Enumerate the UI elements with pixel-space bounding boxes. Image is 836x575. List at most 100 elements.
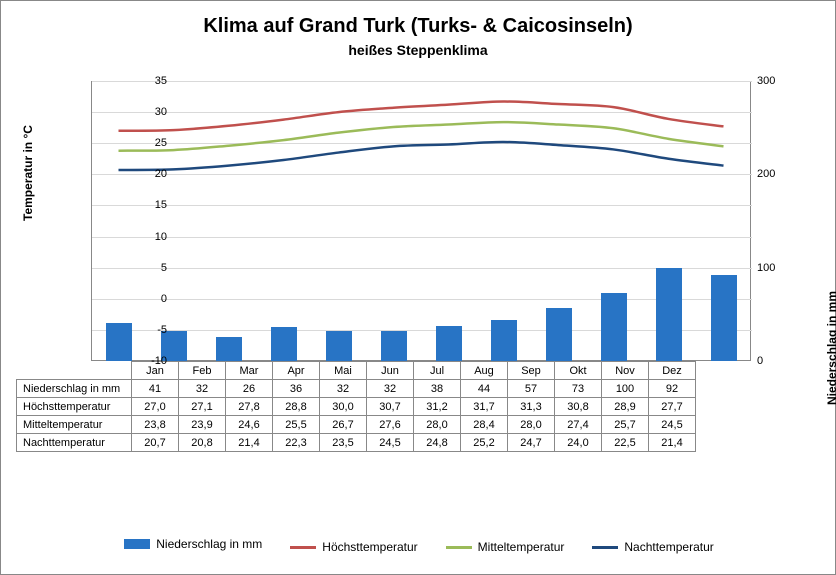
table-cell: 20,8 xyxy=(179,434,226,452)
ytick-left: 20 xyxy=(137,168,167,180)
month-header: Dez xyxy=(649,362,696,380)
month-header: Sep xyxy=(508,362,555,380)
table-cell: 27,8 xyxy=(226,398,273,416)
table-row: JanFebMarAprMaiJunJulAugSepOktNovDez xyxy=(17,362,696,380)
ytick-left: -10 xyxy=(137,355,167,367)
table-cell: 24,8 xyxy=(414,434,461,452)
precip-bar xyxy=(491,320,517,361)
ytick-right: 0 xyxy=(757,355,787,367)
ytick-left: -5 xyxy=(137,324,167,336)
row-header: Mitteltemperatur xyxy=(17,416,132,434)
table-cell: 30,7 xyxy=(367,398,414,416)
table-cell: 27,4 xyxy=(555,416,602,434)
table-cell: 30,0 xyxy=(320,398,367,416)
legend-swatch xyxy=(446,546,472,549)
month-header: Feb xyxy=(179,362,226,380)
legend: Niederschlag in mm Höchsttemperatur Mittel… xyxy=(1,537,836,555)
table-cell: 27,7 xyxy=(649,398,696,416)
month-header: Aug xyxy=(461,362,508,380)
precip-bar xyxy=(656,268,682,361)
table-cell: 41 xyxy=(132,380,179,398)
ytick-left: 15 xyxy=(137,199,167,211)
table-cell: 30,8 xyxy=(555,398,602,416)
table-cell: 32 xyxy=(320,380,367,398)
ytick-left: 30 xyxy=(137,106,167,118)
month-header: Nov xyxy=(602,362,649,380)
legend-swatch xyxy=(592,546,618,549)
line-layer xyxy=(91,81,751,361)
table-cell: 28,4 xyxy=(461,416,508,434)
month-header: Apr xyxy=(273,362,320,380)
table-cell: 31,7 xyxy=(461,398,508,416)
series-line-nacht xyxy=(119,142,724,170)
month-header: Jul xyxy=(414,362,461,380)
table-row: Höchsttemperatur27,027,127,828,830,030,7… xyxy=(17,398,696,416)
legend-item-nacht: Nachttemperatur xyxy=(592,540,713,554)
ytick-left: 10 xyxy=(137,231,167,243)
table-cell: 25,2 xyxy=(461,434,508,452)
table-cell: 28,9 xyxy=(602,398,649,416)
ytick-left: 25 xyxy=(137,137,167,149)
month-header: Okt xyxy=(555,362,602,380)
legend-item-hoechst: Höchsttemperatur xyxy=(290,540,417,554)
row-header: Niederschlag in mm xyxy=(17,380,132,398)
table-cell: 31,2 xyxy=(414,398,461,416)
table-cell: 20,7 xyxy=(132,434,179,452)
table-cell: 27,1 xyxy=(179,398,226,416)
table-cell: 24,6 xyxy=(226,416,273,434)
table-cell: 57 xyxy=(508,380,555,398)
table-cell: 21,4 xyxy=(649,434,696,452)
legend-label: Nachttemperatur xyxy=(624,540,713,554)
table-cell: 23,5 xyxy=(320,434,367,452)
precip-bar xyxy=(436,326,462,361)
table-cell: 27,0 xyxy=(132,398,179,416)
table-cell: 21,4 xyxy=(226,434,273,452)
ytick-right: 300 xyxy=(757,75,787,87)
table-cell: 26 xyxy=(226,380,273,398)
legend-label: Mitteltemperatur xyxy=(478,540,565,554)
y-axis-right-label: Niederschlag in mm xyxy=(825,291,836,405)
table-cell: 26,7 xyxy=(320,416,367,434)
table-cell: 25,7 xyxy=(602,416,649,434)
ytick-left: 5 xyxy=(137,262,167,274)
month-header: Mai xyxy=(320,362,367,380)
ytick-left: 35 xyxy=(137,75,167,87)
table-row: Niederschlag in mm4132263632323844577310… xyxy=(17,380,696,398)
chart-container: Klima auf Grand Turk (Turks- & Caicosins… xyxy=(0,0,836,575)
month-header: Mar xyxy=(226,362,273,380)
chart-subtitle: heißes Steppenklima xyxy=(1,42,835,58)
table-row: Nachttemperatur20,720,821,422,323,524,52… xyxy=(17,434,696,452)
table-cell: 28,0 xyxy=(508,416,555,434)
ytick-left: 0 xyxy=(137,293,167,305)
legend-swatch xyxy=(124,539,150,549)
table-cell: 28,0 xyxy=(414,416,461,434)
table-cell: 31,3 xyxy=(508,398,555,416)
table-cell: 22,3 xyxy=(273,434,320,452)
table-cell: 23,9 xyxy=(179,416,226,434)
table-cell: 100 xyxy=(602,380,649,398)
table-cell: 23,8 xyxy=(132,416,179,434)
table-cell: 32 xyxy=(179,380,226,398)
table-cell: 22,5 xyxy=(602,434,649,452)
legend-label: Höchsttemperatur xyxy=(322,540,417,554)
legend-swatch xyxy=(290,546,316,549)
row-header: Nachttemperatur xyxy=(17,434,132,452)
table-cell: 25,5 xyxy=(273,416,320,434)
table-cell: 24,0 xyxy=(555,434,602,452)
table-cell: 32 xyxy=(367,380,414,398)
table-cell: 24,5 xyxy=(367,434,414,452)
legend-item-niederschlag: Niederschlag in mm xyxy=(124,537,262,551)
chart-title: Klima auf Grand Turk (Turks- & Caicosins… xyxy=(1,15,835,38)
data-table: JanFebMarAprMaiJunJulAugSepOktNovDezNied… xyxy=(16,361,696,452)
table-row: Mitteltemperatur23,823,924,625,526,727,6… xyxy=(17,416,696,434)
legend-label: Niederschlag in mm xyxy=(156,537,262,551)
precip-bar xyxy=(106,323,132,361)
plot-area xyxy=(91,81,751,361)
table-cell: 38 xyxy=(414,380,461,398)
row-header: Höchsttemperatur xyxy=(17,398,132,416)
y-axis-left-label: Temperatur in °C xyxy=(21,125,35,221)
table-cell: 36 xyxy=(273,380,320,398)
ytick-right: 100 xyxy=(757,262,787,274)
legend-item-mittel: Mitteltemperatur xyxy=(446,540,565,554)
table-cell: 24,5 xyxy=(649,416,696,434)
